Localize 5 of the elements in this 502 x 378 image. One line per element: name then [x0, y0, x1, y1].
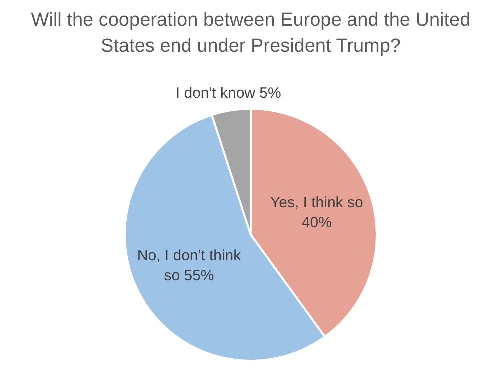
slice-label: Yes, I think so	[270, 194, 364, 212]
chart-title: Will the cooperation between Europe and the United States end under President Trump?	[30, 9, 472, 59]
data-label: 40%	[302, 214, 332, 232]
slice-label: I don't know 5%	[176, 84, 282, 102]
slice-label: No, I don't think so 55%	[137, 248, 242, 285]
